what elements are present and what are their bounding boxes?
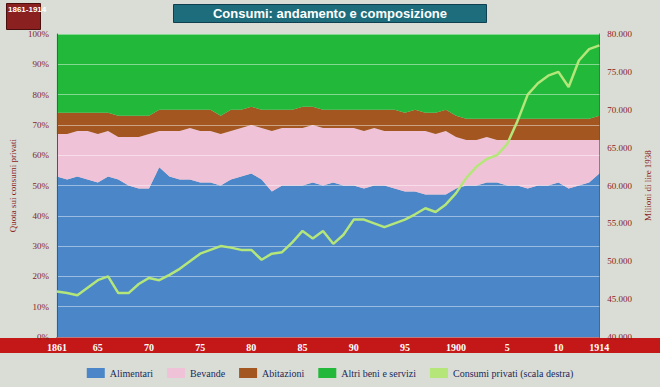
svg-text:90%: 90% — [32, 59, 49, 69]
svg-text:0%: 0% — [37, 332, 50, 342]
svg-text:70.000: 70.000 — [607, 105, 632, 115]
svg-text:50.000: 50.000 — [607, 256, 632, 266]
svg-text:50%: 50% — [32, 181, 49, 191]
svg-text:Bevande: Bevande — [190, 368, 226, 379]
svg-text:Altri beni e servizi: Altri beni e servizi — [341, 368, 416, 379]
svg-text:30%: 30% — [32, 241, 49, 251]
svg-text:Milioni di lire 1938: Milioni di lire 1938 — [643, 150, 653, 221]
svg-text:55.000: 55.000 — [607, 218, 632, 228]
svg-text:80%: 80% — [32, 90, 49, 100]
svg-text:70: 70 — [144, 342, 154, 353]
svg-text:Quota sui consumi privati: Quota sui consumi privati — [8, 138, 18, 232]
svg-text:20%: 20% — [32, 271, 49, 281]
svg-text:5: 5 — [505, 342, 510, 353]
svg-text:Alimentari: Alimentari — [110, 368, 154, 379]
svg-text:75: 75 — [195, 342, 205, 353]
svg-text:1900: 1900 — [446, 342, 466, 353]
svg-text:100%: 100% — [28, 29, 50, 39]
svg-text:80: 80 — [246, 342, 256, 353]
svg-text:Consumi: andamento e composizi: Consumi: andamento e composizione — [213, 6, 447, 21]
svg-text:60.000: 60.000 — [607, 181, 632, 191]
svg-text:1914: 1914 — [589, 342, 609, 353]
svg-text:65: 65 — [93, 342, 103, 353]
svg-text:40%: 40% — [32, 211, 49, 221]
svg-text:10: 10 — [553, 342, 563, 353]
svg-text:70%: 70% — [32, 120, 49, 130]
svg-text:65.000: 65.000 — [607, 143, 632, 153]
svg-text:75.000: 75.000 — [607, 67, 632, 77]
svg-text:80.000: 80.000 — [607, 29, 632, 39]
svg-text:1861: 1861 — [47, 342, 67, 353]
svg-text:85: 85 — [298, 342, 308, 353]
svg-text:90: 90 — [349, 342, 359, 353]
svg-text:1861-1914: 1861-1914 — [8, 5, 47, 14]
svg-text:60%: 60% — [32, 150, 49, 160]
svg-text:Consumi privati (scala destra): Consumi privati (scala destra) — [453, 368, 573, 380]
svg-text:Abitazioni: Abitazioni — [262, 368, 304, 379]
svg-text:95: 95 — [400, 342, 410, 353]
svg-text:10%: 10% — [32, 302, 49, 312]
svg-text:45.000: 45.000 — [607, 294, 632, 304]
svg-text:40.000: 40.000 — [607, 332, 632, 342]
